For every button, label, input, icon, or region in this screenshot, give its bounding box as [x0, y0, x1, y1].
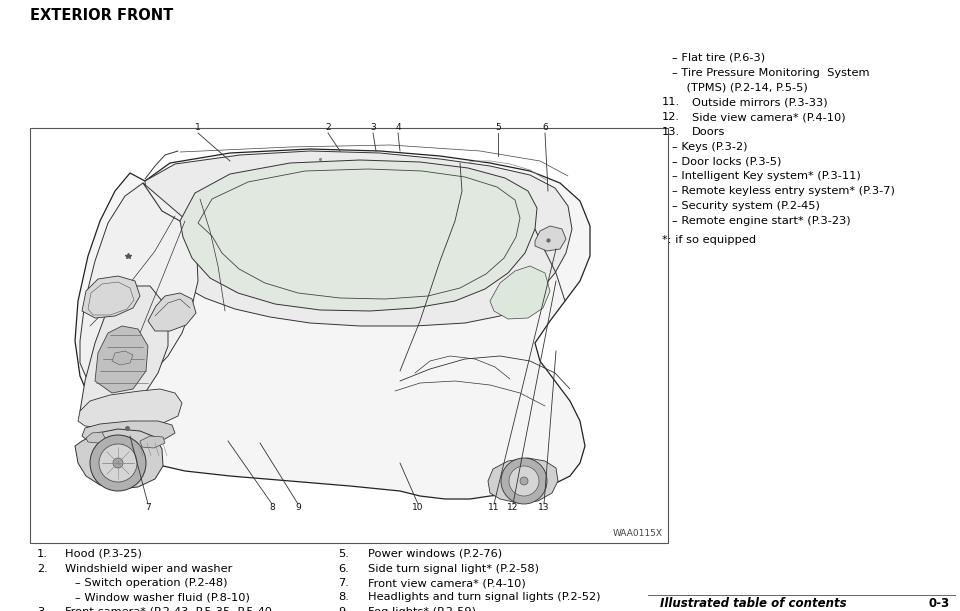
Polygon shape	[82, 421, 175, 443]
Circle shape	[509, 466, 539, 496]
Text: 11.: 11.	[662, 97, 680, 108]
Text: Doors: Doors	[692, 127, 726, 137]
Text: 3.: 3.	[37, 607, 48, 611]
Text: Side turn signal light* (P.2-58): Side turn signal light* (P.2-58)	[368, 563, 539, 574]
Polygon shape	[80, 183, 198, 393]
Text: 0-3: 0-3	[929, 597, 950, 610]
Text: – Door locks (P.3-5): – Door locks (P.3-5)	[672, 156, 781, 167]
Polygon shape	[488, 458, 558, 503]
Polygon shape	[535, 226, 566, 251]
Text: 11: 11	[489, 503, 500, 512]
Text: Front view camera* (P.4-10): Front view camera* (P.4-10)	[368, 578, 526, 588]
Text: EXTERIOR FRONT: EXTERIOR FRONT	[30, 8, 173, 23]
Text: Side view camera* (P.4-10): Side view camera* (P.4-10)	[692, 112, 846, 122]
Text: Illustrated table of contents: Illustrated table of contents	[660, 597, 847, 610]
Text: 1.: 1.	[37, 549, 48, 559]
Text: – Switch operation (P.2-48): – Switch operation (P.2-48)	[75, 578, 228, 588]
Text: – Remote keyless entry system* (P.3-7): – Remote keyless entry system* (P.3-7)	[672, 186, 895, 196]
Text: WAA0115X: WAA0115X	[613, 529, 663, 538]
Text: 9.: 9.	[338, 607, 348, 611]
Text: Fog lights* (P.2-59): Fog lights* (P.2-59)	[368, 607, 476, 611]
Text: 5: 5	[495, 123, 501, 132]
Polygon shape	[490, 266, 550, 319]
Text: 13: 13	[539, 503, 550, 512]
Polygon shape	[148, 293, 196, 331]
Text: Headlights and turn signal lights (P.2-52): Headlights and turn signal lights (P.2-5…	[368, 593, 601, 602]
Polygon shape	[78, 389, 182, 428]
Polygon shape	[80, 286, 168, 418]
Text: 3: 3	[371, 123, 376, 132]
Text: 2.: 2.	[37, 563, 48, 574]
Text: – Remote engine start* (P.3-23): – Remote engine start* (P.3-23)	[672, 216, 851, 226]
Bar	[30, 128, 668, 543]
Polygon shape	[82, 276, 140, 318]
Text: Hood (P.3-25): Hood (P.3-25)	[65, 549, 142, 559]
Text: 1: 1	[195, 123, 201, 132]
Circle shape	[501, 458, 547, 504]
Text: 2: 2	[325, 123, 331, 132]
Polygon shape	[112, 351, 133, 365]
Text: – Tire Pressure Monitoring  System: – Tire Pressure Monitoring System	[672, 68, 870, 78]
Polygon shape	[145, 151, 572, 326]
Text: 5.: 5.	[338, 549, 348, 559]
Polygon shape	[140, 436, 165, 448]
Circle shape	[99, 444, 137, 482]
Polygon shape	[86, 432, 105, 443]
Text: Front camera* (P.2-43, P.5-35, P.5-40,: Front camera* (P.2-43, P.5-35, P.5-40,	[65, 607, 276, 611]
Polygon shape	[75, 429, 163, 489]
Text: Windshield wiper and washer: Windshield wiper and washer	[65, 563, 232, 574]
Polygon shape	[95, 326, 148, 393]
Text: Outside mirrors (P.3-33): Outside mirrors (P.3-33)	[692, 97, 828, 108]
Text: *: if so equipped: *: if so equipped	[662, 235, 756, 244]
Text: 12: 12	[507, 503, 518, 512]
Text: – Keys (P.3-2): – Keys (P.3-2)	[672, 142, 748, 152]
Text: – Window washer fluid (P.8-10): – Window washer fluid (P.8-10)	[75, 593, 250, 602]
Text: (TPMS) (P.2-14, P.5-5): (TPMS) (P.2-14, P.5-5)	[672, 82, 807, 93]
Text: – Intelligent Key system* (P.3-11): – Intelligent Key system* (P.3-11)	[672, 172, 861, 181]
Text: 7: 7	[145, 503, 151, 512]
Text: Power windows (P.2-76): Power windows (P.2-76)	[368, 549, 502, 559]
Text: – Security system (P.2-45): – Security system (P.2-45)	[672, 201, 820, 211]
Polygon shape	[75, 149, 590, 499]
Polygon shape	[180, 160, 537, 311]
Text: 10: 10	[412, 503, 423, 512]
Text: 12.: 12.	[662, 112, 680, 122]
Text: 13.: 13.	[662, 127, 680, 137]
Text: – Flat tire (P.6-3): – Flat tire (P.6-3)	[672, 53, 765, 63]
Text: 6: 6	[542, 123, 548, 132]
Text: 6.: 6.	[338, 563, 348, 574]
Text: 7.: 7.	[338, 578, 348, 588]
Text: 8.: 8.	[338, 593, 348, 602]
Text: 9: 9	[295, 503, 300, 512]
Text: 8: 8	[269, 503, 275, 512]
Circle shape	[113, 458, 123, 468]
Text: 4: 4	[396, 123, 401, 132]
Circle shape	[520, 477, 528, 485]
Circle shape	[90, 435, 146, 491]
